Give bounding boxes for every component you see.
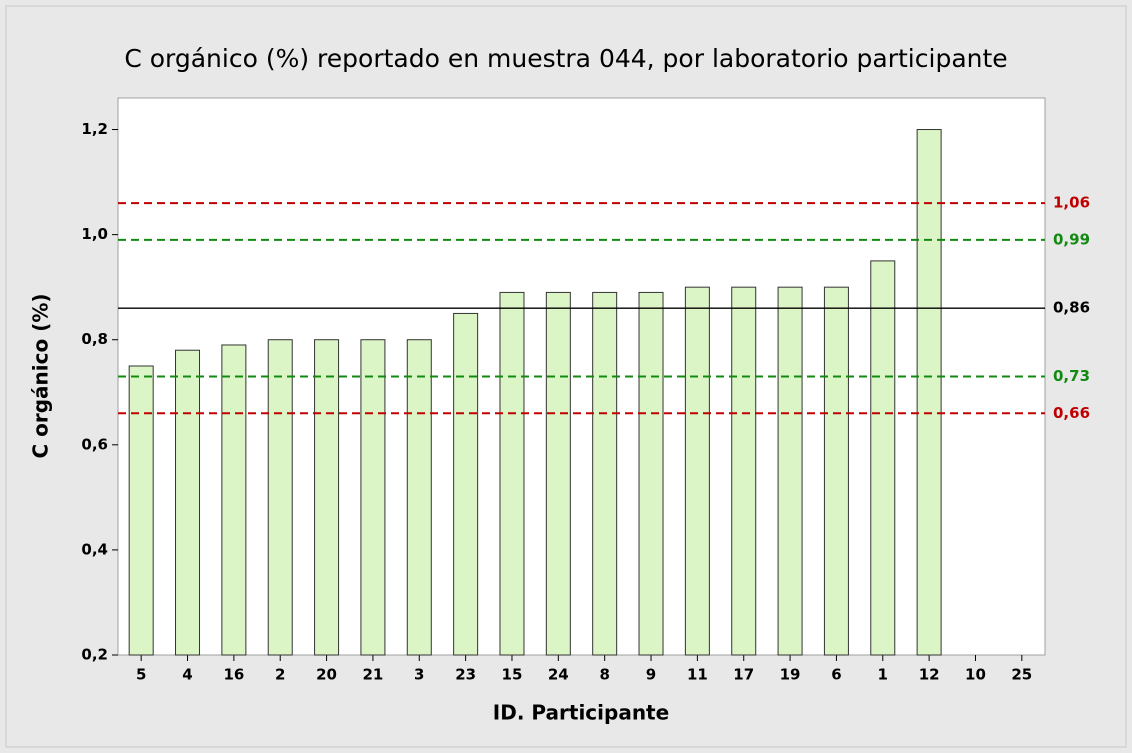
bar (360, 339, 386, 656)
bar (267, 339, 293, 656)
bar (314, 339, 340, 656)
y-tick-label: 0,8 (81, 330, 108, 348)
bar (453, 312, 479, 656)
bar (731, 286, 757, 656)
bar (916, 129, 942, 656)
y-axis-label: C orgánico (%) (29, 293, 53, 458)
x-tick-label: 4 (182, 666, 192, 684)
x-tick-label: 1 (878, 666, 888, 684)
x-tick-label: 24 (548, 666, 569, 684)
y-tick-label: 1,2 (81, 120, 108, 138)
bar (175, 349, 201, 656)
x-tick-label: 23 (455, 666, 476, 684)
x-tick-label: 19 (780, 666, 801, 684)
reference-label: 1,06 (1053, 194, 1090, 212)
x-tick-label: 6 (831, 666, 841, 684)
x-axis-label: ID. Participante (493, 701, 669, 725)
bar (638, 291, 664, 656)
y-tick-label: 0,6 (81, 435, 108, 453)
x-tick-label: 10 (965, 666, 986, 684)
bar (221, 344, 247, 656)
bar (870, 260, 896, 656)
bar (823, 286, 849, 656)
bar (128, 365, 154, 656)
x-tick-label: 8 (599, 666, 609, 684)
x-tick-label: 9 (646, 666, 656, 684)
x-tick-label: 5 (136, 666, 146, 684)
bar (777, 286, 803, 656)
chart-title: C orgánico (%) reportado en muestra 044,… (124, 44, 1007, 73)
reference-label: 0,66 (1053, 404, 1090, 422)
reference-label: 0,99 (1053, 230, 1090, 248)
x-tick-label: 21 (362, 666, 383, 684)
x-tick-label: 2 (275, 666, 285, 684)
x-tick-label: 17 (733, 666, 754, 684)
x-tick-label: 16 (223, 666, 244, 684)
bar (499, 291, 525, 656)
x-tick-label: 20 (316, 666, 337, 684)
bar (684, 286, 710, 656)
bar (406, 339, 432, 656)
y-tick-label: 0,4 (81, 540, 108, 558)
x-tick-label: 11 (687, 666, 708, 684)
y-tick-label: 1,0 (81, 225, 108, 243)
x-tick-label: 12 (919, 666, 940, 684)
reference-label: 0,86 (1053, 299, 1090, 317)
x-tick-label: 15 (502, 666, 523, 684)
bar (592, 291, 618, 656)
y-tick-label: 0,2 (81, 646, 108, 664)
x-tick-label: 25 (1011, 666, 1032, 684)
bar (545, 291, 571, 656)
x-tick-label: 3 (414, 666, 424, 684)
reference-label: 0,73 (1053, 367, 1090, 385)
